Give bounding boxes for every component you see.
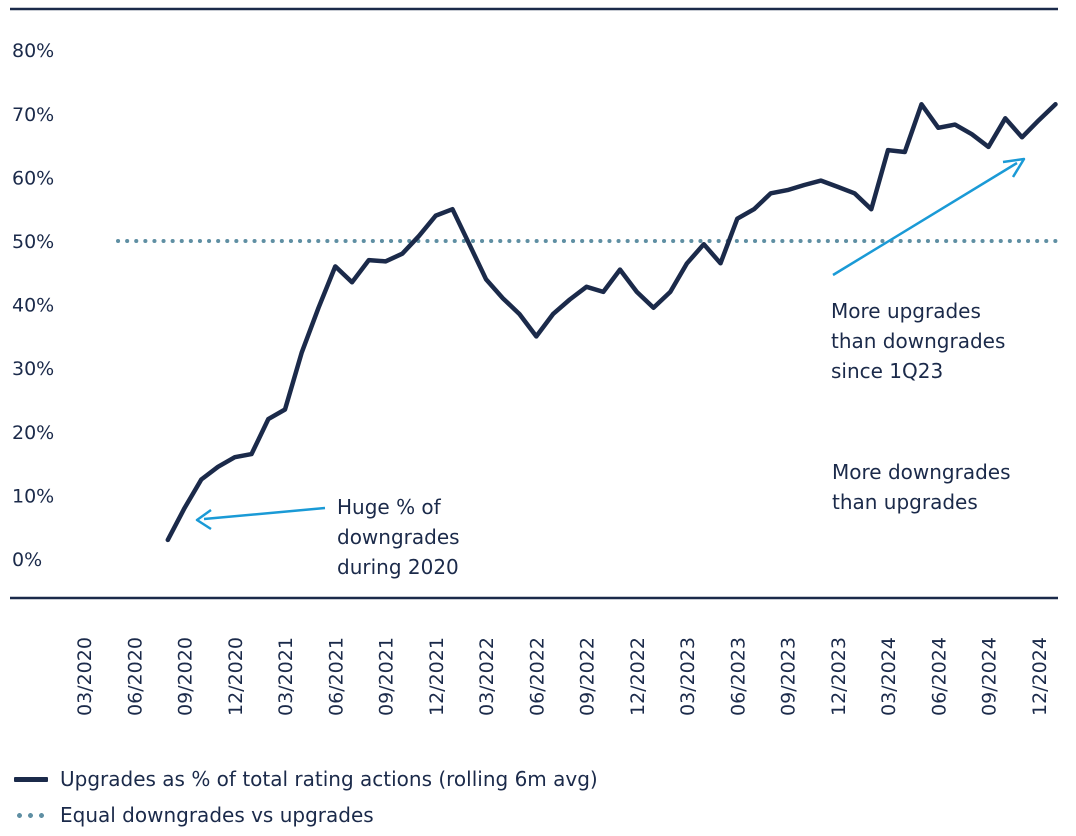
annotation-upgrades-line: than downgrades [831, 329, 1005, 353]
legend-swatch-solid [14, 776, 48, 782]
annotation-2020-line: during 2020 [337, 555, 459, 579]
y-tick-label: 80% [12, 40, 54, 62]
x-tick-label: 12/2024 [1029, 637, 1051, 716]
legend-item-upgrades: Upgrades as % of total rating actions (r… [14, 767, 598, 791]
x-tick-label: 03/2024 [878, 637, 900, 716]
annotation-downgrades: More downgrades than upgrades [832, 460, 1017, 514]
annotation-upgrades-line: More upgrades [831, 299, 981, 323]
x-tick-label: 03/2023 [677, 637, 699, 716]
annotation-2020-line: Huge % of [337, 495, 442, 519]
x-tick-label: 06/2021 [325, 637, 347, 716]
x-axis-ticks: 03/2020 06/2020 09/2020 12/2020 03/2021 06/20… [74, 637, 1051, 716]
y-tick-label: 50% [12, 231, 54, 253]
annotation-upgrades-line: since 1Q23 [831, 359, 943, 383]
y-tick-label: 30% [12, 358, 54, 380]
x-tick-label: 09/2022 [577, 637, 599, 716]
annotation-2020-line: downgrades [337, 525, 460, 549]
x-tick-label: 12/2020 [225, 637, 247, 716]
upgrades-line [165, 102, 1058, 543]
x-tick-label: 03/2021 [275, 637, 297, 716]
x-tick-label: 06/2024 [928, 637, 950, 716]
x-tick-label: 03/2022 [476, 637, 498, 716]
y-tick-label: 40% [12, 295, 54, 317]
x-tick-label: 06/2022 [526, 637, 548, 716]
annotation-downgrades-line: More downgrades [832, 460, 1011, 484]
y-tick-label: 70% [12, 104, 54, 126]
annotation-arrowhead-2020 [195, 508, 212, 531]
x-tick-label: 03/2020 [74, 637, 96, 716]
x-tick-label: 09/2023 [778, 637, 800, 716]
annotation-arrow-upgrades [832, 161, 1018, 277]
y-tick-label: 10% [12, 485, 54, 507]
y-tick-label: 0% [12, 549, 42, 571]
legend-label-equal: Equal downgrades vs upgrades [60, 803, 374, 827]
legend-swatch-dotted [14, 812, 48, 818]
x-tick-label: 12/2022 [627, 637, 649, 716]
annotation-upgrades: More upgrades than downgrades since 1Q23 [831, 299, 1012, 383]
x-tick-label: 06/2020 [124, 637, 146, 716]
annotation-arrow-2020 [203, 506, 326, 521]
y-tick-label: 60% [12, 167, 54, 189]
annotation-2020: Huge % of downgrades during 2020 [337, 495, 466, 579]
legend-item-equal: Equal downgrades vs upgrades [14, 803, 374, 827]
annotation-arrowhead-upgrades [1002, 157, 1026, 178]
x-tick-label: 06/2023 [727, 637, 749, 716]
y-tick-label: 20% [12, 422, 54, 444]
x-tick-label: 09/2024 [979, 637, 1001, 716]
y-axis-ticks: 80% 70% 60% 50% 40% 30% 20% 10% 0% [12, 40, 54, 571]
annotation-downgrades-line: than upgrades [832, 490, 978, 514]
x-tick-label: 12/2021 [426, 637, 448, 716]
x-tick-label: 09/2020 [175, 637, 197, 716]
x-tick-label: 09/2021 [376, 637, 398, 716]
legend-label-upgrades: Upgrades as % of total rating actions (r… [60, 767, 598, 791]
x-tick-label: 12/2023 [828, 637, 850, 716]
